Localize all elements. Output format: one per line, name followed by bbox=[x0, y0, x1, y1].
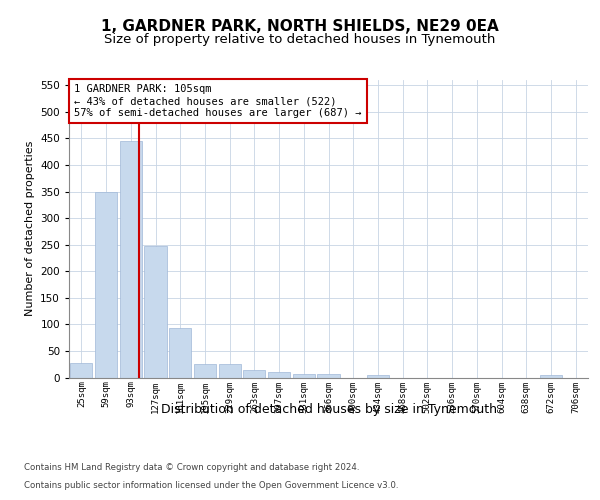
Bar bbox=[218, 364, 241, 378]
Bar bbox=[169, 328, 191, 378]
Bar bbox=[293, 374, 315, 378]
Text: Distribution of detached houses by size in Tynemouth: Distribution of detached houses by size … bbox=[161, 402, 497, 415]
Text: Contains HM Land Registry data © Crown copyright and database right 2024.: Contains HM Land Registry data © Crown c… bbox=[24, 462, 359, 471]
Bar bbox=[243, 370, 265, 378]
Bar bbox=[70, 363, 92, 378]
Bar bbox=[540, 375, 562, 378]
Bar bbox=[194, 364, 216, 378]
Bar bbox=[317, 374, 340, 378]
Bar bbox=[268, 372, 290, 378]
Bar bbox=[119, 141, 142, 378]
Text: Size of property relative to detached houses in Tynemouth: Size of property relative to detached ho… bbox=[104, 33, 496, 46]
Text: Contains public sector information licensed under the Open Government Licence v3: Contains public sector information licen… bbox=[24, 481, 398, 490]
Text: 1 GARDNER PARK: 105sqm
← 43% of detached houses are smaller (522)
57% of semi-de: 1 GARDNER PARK: 105sqm ← 43% of detached… bbox=[74, 84, 362, 117]
Y-axis label: Number of detached properties: Number of detached properties bbox=[25, 141, 35, 316]
Bar bbox=[145, 246, 167, 378]
Bar bbox=[367, 375, 389, 378]
Bar bbox=[95, 192, 117, 378]
Text: 1, GARDNER PARK, NORTH SHIELDS, NE29 0EA: 1, GARDNER PARK, NORTH SHIELDS, NE29 0EA bbox=[101, 19, 499, 34]
